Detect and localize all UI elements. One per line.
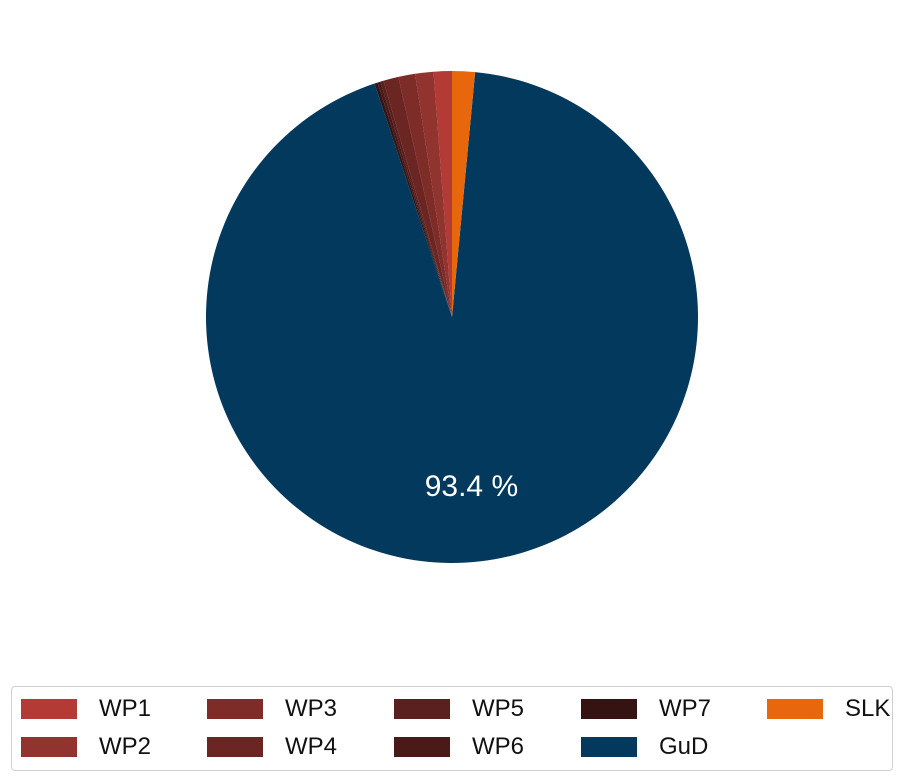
pie-slice-gud xyxy=(205,72,698,563)
legend-item-wp6: WP6 xyxy=(394,733,524,761)
pie-slice-wp6 xyxy=(377,81,452,317)
legend-label: WP6 xyxy=(472,733,525,760)
pie-slice-wp4 xyxy=(383,76,452,318)
legend-item-gud: GuD xyxy=(581,733,708,761)
legend-item-slk: SLK xyxy=(767,695,890,723)
legend-item-wp1: WP1 xyxy=(21,695,151,723)
legend-label: WP7 xyxy=(659,695,712,722)
pie-slices xyxy=(205,71,698,563)
legend-swatch xyxy=(207,699,263,719)
legend-item-wp4: WP4 xyxy=(207,733,337,761)
pie-slice-wp1 xyxy=(433,71,452,317)
legend-item-wp5: WP5 xyxy=(394,695,524,723)
legend-swatch xyxy=(207,737,263,757)
legend-swatch xyxy=(581,699,637,719)
legend-label: SLK xyxy=(845,695,891,722)
pie-slice-wp7 xyxy=(374,82,452,318)
legend-swatch xyxy=(21,699,77,719)
legend-label: WP4 xyxy=(285,733,338,760)
legend-label: WP5 xyxy=(472,695,525,722)
legend: WP1 WP3 WP5 WP7 SLK WP2 WP4 WP6 GuD xyxy=(11,686,893,771)
legend-label: WP1 xyxy=(99,695,152,722)
pie-slice-wp2 xyxy=(415,71,452,317)
pie-labels: 93.4 % xyxy=(425,470,518,503)
legend-item-wp7: WP7 xyxy=(581,695,711,723)
legend-swatch xyxy=(394,737,450,757)
legend-item-wp2: WP2 xyxy=(21,733,151,761)
legend-swatch xyxy=(394,699,450,719)
pie-slice-wp5 xyxy=(380,80,452,317)
pie-chart: 93.4 % xyxy=(205,71,698,563)
legend-label: GuD xyxy=(659,733,709,760)
pie-slice-slk xyxy=(452,71,476,317)
legend-item-wp3: WP3 xyxy=(207,695,337,723)
legend-swatch xyxy=(581,737,637,757)
pie-slice-wp3 xyxy=(398,73,452,317)
legend-swatch xyxy=(767,699,823,719)
legend-label: WP3 xyxy=(285,695,338,722)
legend-swatch xyxy=(21,737,77,757)
slice-value-label-gud: 93.4 % xyxy=(425,470,518,503)
legend-label: WP2 xyxy=(99,733,152,760)
